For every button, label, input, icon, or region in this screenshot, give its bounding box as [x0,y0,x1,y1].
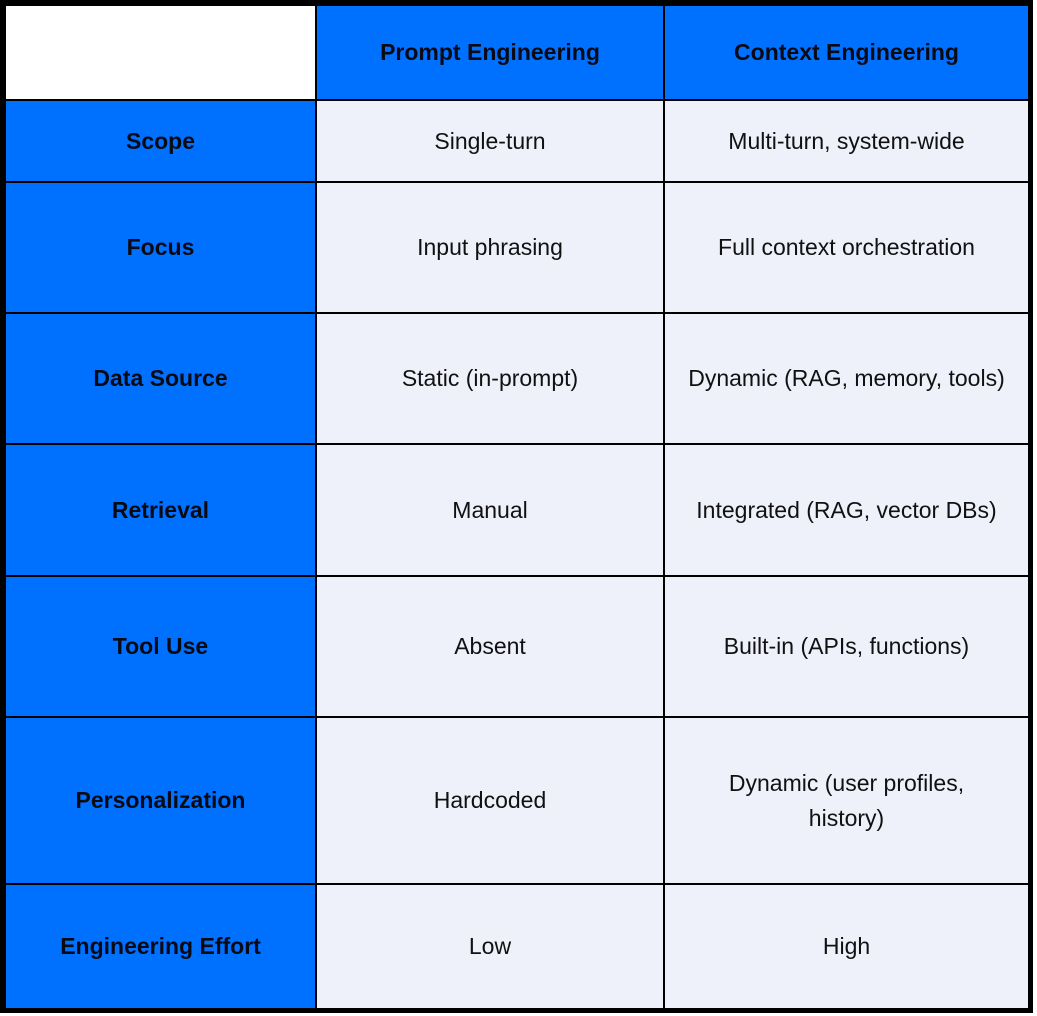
table-row: Data Source Static (in-prompt) Dynamic (… [4,312,1030,445]
context-cell: Full context orchestration [663,181,1030,314]
context-cell: High [663,883,1030,1010]
row-header: Engineering Effort [4,883,317,1010]
row-header: Tool Use [4,575,317,718]
prompt-cell: Single-turn [315,99,665,183]
context-cell: Dynamic (RAG, memory, tools) [663,312,1030,445]
table-row: Retrieval Manual Integrated (RAG, vector… [4,443,1030,577]
row-header: Data Source [4,312,317,445]
prompt-cell: Static (in-prompt) [315,312,665,445]
table-row: Engineering Effort Low High [4,883,1030,1010]
table-row: Personalization Hardcoded Dynamic (user … [4,716,1030,885]
header-row: Prompt Engineering Context Engineering [4,4,1030,101]
context-cell: Multi-turn, system-wide [663,99,1030,183]
prompt-cell: Hardcoded [315,716,665,885]
row-header: Focus [4,181,317,314]
row-header: Personalization [4,716,317,885]
table-row: Scope Single-turn Multi-turn, system-wid… [4,99,1030,183]
prompt-cell: Input phrasing [315,181,665,314]
row-header: Retrieval [4,443,317,577]
corner-cell [4,4,317,101]
table-row: Tool Use Absent Built-in (APIs, function… [4,575,1030,718]
prompt-cell: Low [315,883,665,1010]
row-header: Scope [4,99,317,183]
context-cell: Dynamic (user profiles, history) [663,716,1030,885]
column-header-prompt-engineering: Prompt Engineering [315,4,665,101]
table-row: Focus Input phrasing Full context orches… [4,181,1030,314]
context-cell: Integrated (RAG, vector DBs) [663,443,1030,577]
prompt-cell: Absent [315,575,665,718]
context-cell: Built-in (APIs, functions) [663,575,1030,718]
column-header-context-engineering: Context Engineering [663,4,1030,101]
prompt-cell: Manual [315,443,665,577]
